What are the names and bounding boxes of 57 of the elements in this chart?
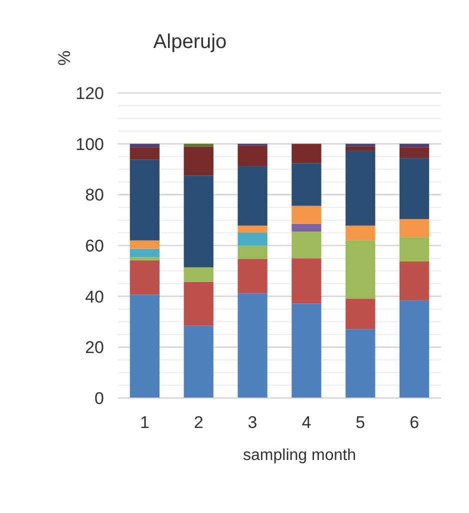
bar [292, 224, 322, 232]
y-tick-label: 40 [85, 287, 104, 306]
bar [130, 257, 160, 260]
bar [346, 150, 376, 226]
bar [130, 147, 160, 160]
bar [238, 246, 268, 259]
bar [130, 160, 160, 240]
bar [130, 240, 160, 249]
y-tick-label: 20 [85, 338, 104, 358]
x-tick-label: 6 [410, 413, 420, 432]
bar [292, 144, 322, 164]
bar [292, 163, 322, 206]
bar [292, 258, 322, 304]
bar [238, 232, 268, 246]
bar [130, 260, 160, 295]
x-tick-label: 2 [194, 413, 204, 432]
bar [184, 267, 214, 282]
bar [292, 232, 322, 258]
bar [399, 219, 430, 238]
y-tick-label: 80 [85, 186, 104, 205]
bar [238, 293, 268, 398]
bar [346, 226, 376, 240]
bar [346, 298, 376, 330]
bar [346, 329, 376, 398]
y-axis-title: % [55, 50, 74, 66]
bar [399, 262, 430, 300]
chart-title: Alperujo [153, 31, 227, 53]
bar [346, 146, 376, 151]
x-tick-label: 3 [248, 413, 258, 432]
y-tick-label: 60 [85, 236, 104, 256]
y-tick-label: 0 [94, 388, 104, 408]
bar [130, 144, 160, 148]
y-tick-label: 120 [76, 84, 104, 103]
bar [399, 158, 430, 220]
x-tick-label: 4 [302, 413, 312, 432]
bar [238, 226, 268, 233]
bar [346, 144, 376, 146]
bar [130, 248, 160, 258]
bar [184, 282, 214, 326]
x-tick-label: 5 [356, 413, 366, 432]
bar [399, 144, 430, 148]
bar [238, 146, 268, 166]
bar [184, 176, 214, 268]
bar [292, 304, 322, 398]
bar [346, 240, 376, 299]
bar [292, 206, 322, 224]
bar [399, 237, 430, 262]
x-tick-label: 1 [140, 413, 150, 432]
bar [184, 326, 214, 398]
bar [184, 146, 214, 176]
x-axis-title: sampling month [243, 447, 356, 464]
bar [238, 166, 268, 226]
bar [399, 147, 430, 158]
bar [130, 294, 160, 398]
y-tick-label: 100 [76, 134, 104, 154]
bar [399, 300, 430, 398]
bar [238, 258, 268, 294]
